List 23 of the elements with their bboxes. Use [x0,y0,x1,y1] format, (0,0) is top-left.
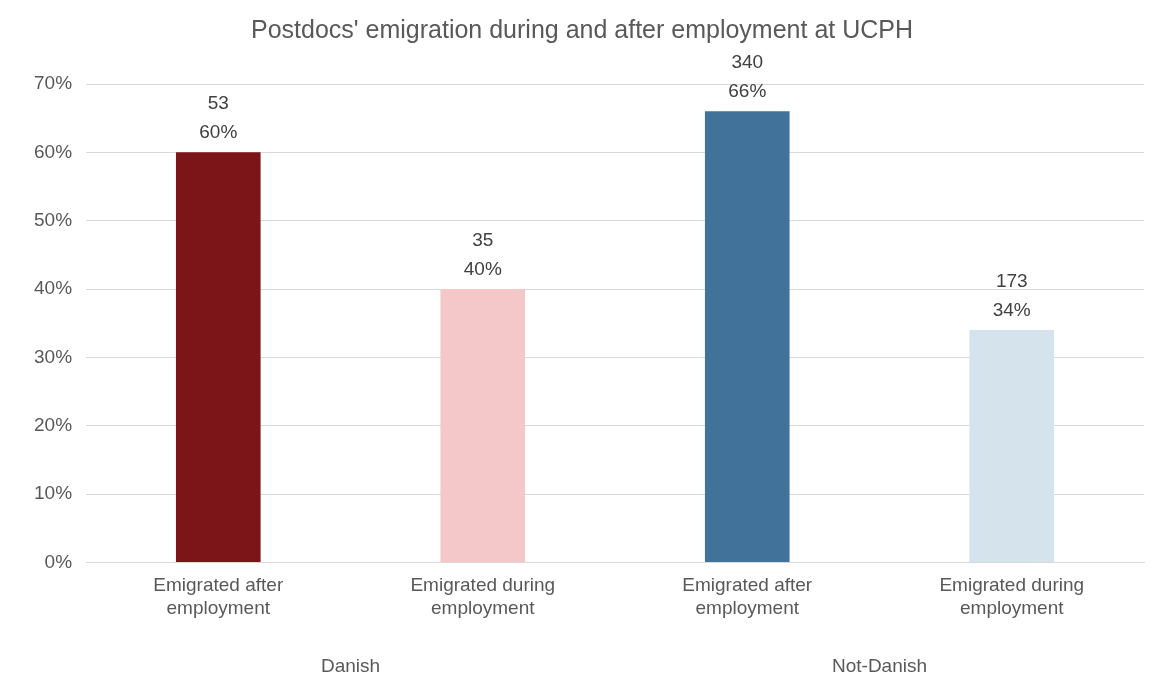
y-tick-label: 30% [34,345,73,367]
x-tick-label: Emigrated during employment [939,574,1085,618]
bar [440,289,526,562]
bar [175,152,261,562]
bar [704,111,790,562]
data-label: 35 40% [463,229,502,280]
y-tick-label: 60% [34,140,73,162]
bar [969,330,1055,562]
x-tick-label: Emigrated after employment [682,574,813,618]
y-tick-label: 10% [34,482,73,504]
text: Not-Danish [831,655,928,676]
y-tick-label: 40% [34,277,73,299]
data-label: 340 66% [728,51,767,102]
y-tick-label: 0% [44,550,73,572]
chart-title: Postdocs' emigration during and after employment at UCPH [250,14,914,43]
data-label: 173 34% [992,270,1031,321]
text: Danish [320,655,381,676]
data-label: 53 60% [199,92,238,143]
y-tick-label: 50% [34,208,73,230]
x-tick-label: Emigrated during employment [410,574,556,618]
y-tick-label: 70% [34,72,73,94]
y-tick-label: 20% [34,413,73,435]
x-tick-label: Emigrated after employment [153,574,284,618]
